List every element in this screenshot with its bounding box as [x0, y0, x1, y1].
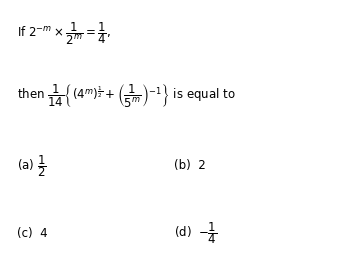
- Text: then $\dfrac{1}{14}\left\{\left(4^{m}\right)^{\frac{1}{2}}+\left(\dfrac{1}{5^{m}: then $\dfrac{1}{14}\left\{\left(4^{m}\ri…: [17, 82, 236, 109]
- Text: (c)  4: (c) 4: [17, 227, 48, 240]
- Text: (d)  $-\dfrac{1}{4}$: (d) $-\dfrac{1}{4}$: [174, 220, 218, 246]
- Text: (b)  2: (b) 2: [174, 159, 206, 172]
- Text: (a) $\dfrac{1}{2}$: (a) $\dfrac{1}{2}$: [17, 153, 47, 179]
- Text: If $2^{-m} \times \dfrac{1}{2^{m}} = \dfrac{1}{4},$: If $2^{-m} \times \dfrac{1}{2^{m}} = \df…: [17, 20, 111, 47]
